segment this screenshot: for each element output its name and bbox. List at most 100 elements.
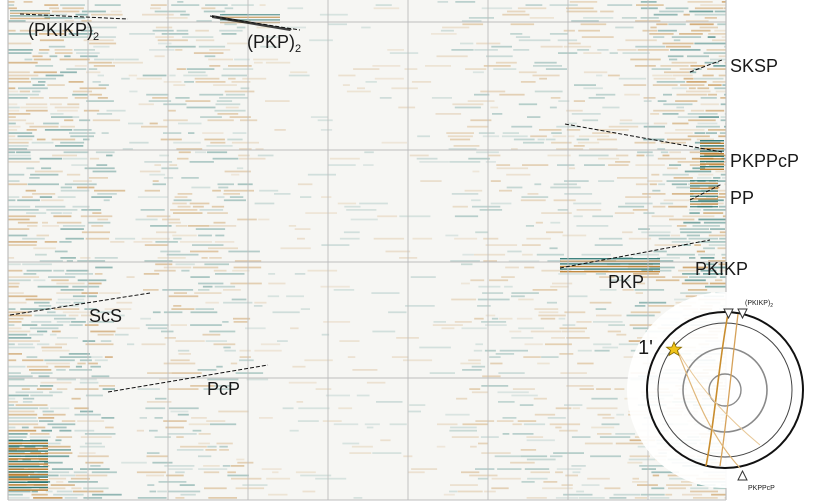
wavefield-stripe: [521, 244, 541, 246]
wavefield-burst: [8, 479, 48, 481]
wavefield-stripe: [236, 458, 245, 461]
wavefield-stripe: [155, 263, 173, 266]
wavefield-stripe: [180, 445, 207, 448]
wavefield-stripe: [217, 113, 239, 115]
wavefield-stripe: [60, 228, 84, 230]
wavefield-stripe: [8, 106, 20, 109]
wavefield-stripe: [565, 474, 578, 477]
wavefield-burst: [8, 450, 48, 452]
wavefield-stripe: [129, 33, 155, 35]
wavefield-stripe: [223, 199, 246, 202]
wavefield-stripe: [569, 167, 576, 170]
wavefield-stripe: [708, 234, 726, 237]
wavefield-stripe: [72, 90, 92, 93]
wavefield-stripe: [652, 84, 678, 86]
wavefield-stripe: [470, 119, 492, 122]
wavefield-stripe: [163, 81, 182, 83]
wavefield-stripe: [198, 282, 224, 285]
wavefield-stripe: [510, 461, 535, 464]
wavefield-stripe: [436, 445, 446, 448]
wavefield-stripe: [171, 308, 195, 310]
wavefield-stripe: [237, 218, 257, 221]
wavefield-stripe: [37, 471, 70, 474]
wavefield-stripe: [513, 49, 530, 51]
wavefield-stripe: [688, 119, 716, 122]
wavefield-stripe: [86, 71, 101, 74]
wavefield-stripe: [477, 477, 489, 480]
wavefield-stripe: [203, 471, 220, 474]
wavefield-stripe: [8, 135, 16, 138]
wavefield-stripe: [506, 186, 523, 189]
wavefield-stripe: [44, 17, 73, 19]
wavefield-stripe: [681, 481, 700, 483]
wavefield-stripe: [563, 493, 593, 496]
wavefield-stripe: [73, 301, 85, 304]
wavefield-stripe: [658, 183, 666, 186]
wavefield-stripe: [84, 324, 99, 326]
wavefield-stripe: [399, 215, 431, 218]
wavefield-stripe: [642, 193, 666, 195]
wavefield-stripe: [8, 327, 22, 330]
wavefield-stripe: [192, 205, 204, 208]
wavefield-stripe: [669, 164, 682, 166]
wavefield-stripe: [90, 365, 101, 368]
wavefield-stripe: [8, 311, 29, 314]
wavefield-stripe: [344, 205, 361, 208]
wavefield-stripe: [446, 132, 474, 134]
wavefield-stripe: [168, 407, 199, 410]
wavefield-stripe: [451, 193, 479, 195]
wavefield-stripe: [149, 49, 175, 51]
wavefield-stripe: [69, 369, 92, 371]
wavefield-stripe: [704, 61, 719, 64]
wavefield-stripe: [54, 365, 70, 368]
wavefield-stripe: [666, 138, 692, 141]
wavefield-stripe: [60, 189, 90, 192]
wavefield-stripe: [533, 397, 547, 400]
wavefield-stripe: [258, 218, 270, 221]
wavefield-stripe: [51, 138, 76, 141]
wavefield-stripe: [690, 65, 706, 67]
wavefield-stripe: [433, 321, 446, 323]
wavefield-stripe: [718, 135, 726, 138]
wavefield-stripe: [163, 119, 188, 122]
wavefield-stripe: [154, 164, 161, 166]
wavefield-stripe: [229, 196, 244, 198]
wavefield-burst: [220, 16, 280, 18]
wavefield-stripe: [8, 97, 28, 99]
wavefield-stripe: [39, 39, 64, 42]
wavefield-stripe: [580, 23, 607, 26]
wavefield-stripe: [670, 49, 701, 51]
wavefield-stripe: [465, 68, 487, 70]
wavefield-stripe: [467, 100, 495, 102]
wavefield-stripe: [135, 218, 158, 221]
wavefield-stripe: [717, 247, 726, 250]
wavefield-stripe: [372, 65, 401, 67]
wavefield-stripe: [707, 36, 716, 38]
wavefield-stripe: [204, 263, 229, 266]
wavefield-stripe: [253, 58, 279, 61]
wavefield-stripe: [553, 183, 577, 186]
wavefield-stripe: [47, 423, 76, 426]
wavefield-stripe: [722, 84, 726, 86]
wavefield-stripe: [451, 436, 479, 438]
wavefield-stripe: [21, 324, 38, 326]
wavefield-stripe: [481, 452, 511, 454]
wavefield-stripe: [155, 26, 173, 29]
wavefield-stripe: [29, 369, 52, 371]
wavefield-stripe: [705, 285, 726, 288]
wavefield-stripe: [34, 314, 67, 317]
wavefield-stripe: [649, 33, 674, 35]
wavefield-stripe: [523, 423, 546, 426]
wavefield-stripe: [471, 391, 488, 394]
wavefield-stripe: [540, 45, 563, 48]
wavefield-stripe: [571, 113, 601, 115]
wavefield-stripe: [178, 353, 191, 355]
wavefield-stripe: [55, 301, 71, 304]
wavefield-stripe: [461, 282, 470, 285]
wavefield-stripe: [71, 321, 86, 323]
wavefield-stripe: [637, 282, 646, 285]
wavefield-stripe: [214, 285, 236, 288]
wavefield-stripe: [719, 132, 726, 134]
wavefield-stripe: [521, 481, 535, 483]
